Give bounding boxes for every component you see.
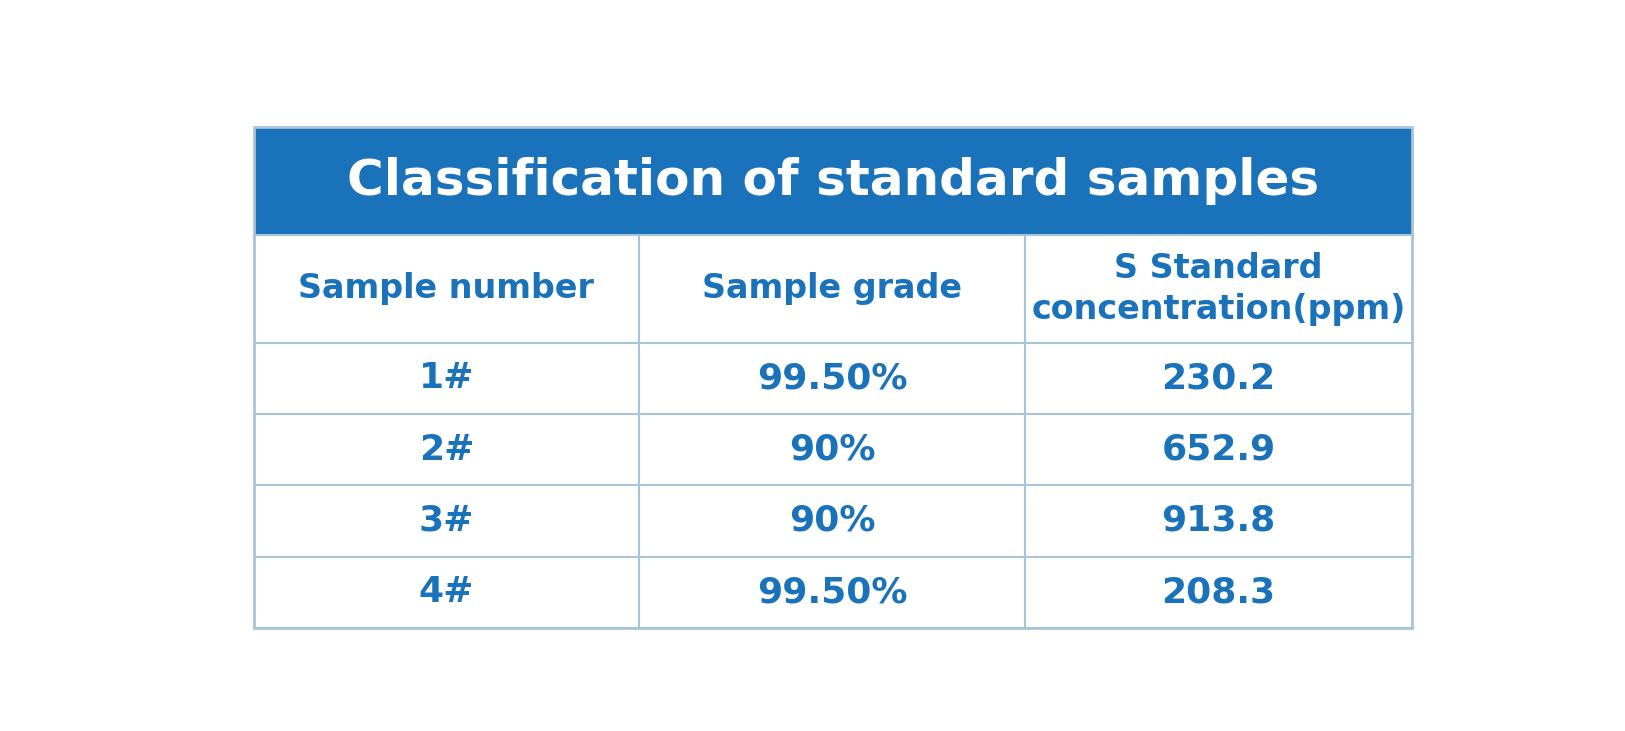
FancyBboxPatch shape: [254, 343, 1412, 414]
Text: 99.50%: 99.50%: [757, 361, 907, 395]
Text: 4#: 4#: [419, 575, 474, 610]
Text: 90%: 90%: [790, 504, 876, 538]
Text: 652.9: 652.9: [1162, 433, 1276, 466]
FancyBboxPatch shape: [254, 127, 1412, 235]
Text: Sample number: Sample number: [299, 272, 595, 305]
Text: 208.3: 208.3: [1162, 575, 1276, 610]
Text: 230.2: 230.2: [1162, 361, 1276, 395]
FancyBboxPatch shape: [254, 235, 1412, 343]
FancyBboxPatch shape: [254, 414, 1412, 485]
Text: Sample grade: Sample grade: [702, 272, 962, 305]
Text: 2#: 2#: [419, 433, 474, 466]
Text: Classification of standard samples: Classification of standard samples: [346, 157, 1320, 205]
FancyBboxPatch shape: [254, 485, 1412, 557]
Text: 3#: 3#: [419, 504, 474, 538]
Text: 90%: 90%: [790, 433, 876, 466]
Text: 1#: 1#: [419, 361, 474, 395]
FancyBboxPatch shape: [254, 557, 1412, 628]
Text: 99.50%: 99.50%: [757, 575, 907, 610]
Text: S Standard
concentration(ppm): S Standard concentration(ppm): [1032, 251, 1406, 325]
Text: 913.8: 913.8: [1162, 504, 1276, 538]
